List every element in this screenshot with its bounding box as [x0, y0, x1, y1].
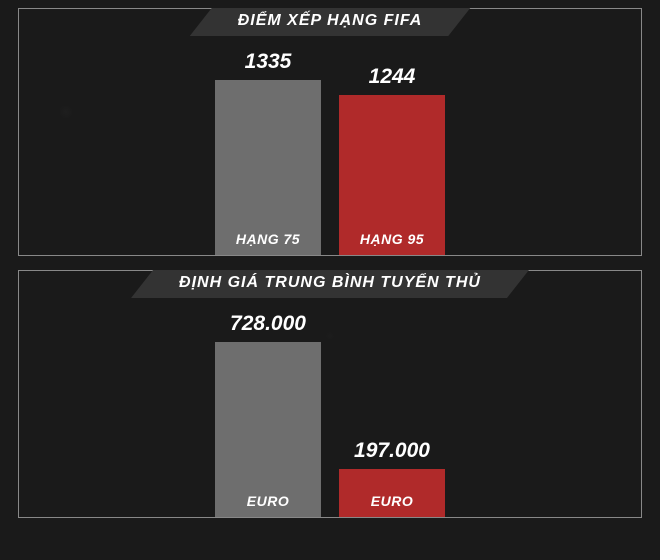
bar-value: 1335 — [245, 50, 292, 74]
chart-area: 1335 HẠNG 75 1244 HẠNG 95 — [19, 9, 641, 255]
panel-title: ĐIỂM XẾP HẠNG FIFA — [190, 8, 471, 36]
bar-label: HẠNG 75 — [236, 231, 300, 247]
panel-title: ĐỊNH GIÁ TRUNG BÌNH TUYỂN THỦ — [131, 270, 529, 298]
bar-label: EURO — [247, 493, 289, 509]
bar-label: HẠNG 95 — [360, 231, 424, 247]
bar-label: EURO — [371, 493, 413, 509]
bar-wrap-1: 1244 HẠNG 95 — [339, 65, 445, 255]
bar-value: 728.000 — [230, 312, 306, 336]
chart-area: 728.000 EURO 197.000 EURO — [19, 271, 641, 517]
bar: EURO — [339, 469, 445, 517]
bar: HẠNG 75 — [215, 80, 321, 255]
chart-panel-1: ĐỊNH GIÁ TRUNG BÌNH TUYỂN THỦ 728.000 EURO… — [18, 270, 642, 518]
bar-wrap-0: 1335 HẠNG 75 — [215, 50, 321, 255]
bar-value: 1244 — [369, 65, 416, 89]
bar-wrap-1: 197.000 EURO — [339, 439, 445, 517]
bar-wrap-0: 728.000 EURO — [215, 312, 321, 517]
bar: HẠNG 95 — [339, 95, 445, 255]
bar-value: 197.000 — [354, 439, 430, 463]
bar: EURO — [215, 342, 321, 517]
chart-panel-0: ĐIỂM XẾP HẠNG FIFA 1335 HẠNG 75 1244 HẠNG 95 — [18, 8, 642, 256]
